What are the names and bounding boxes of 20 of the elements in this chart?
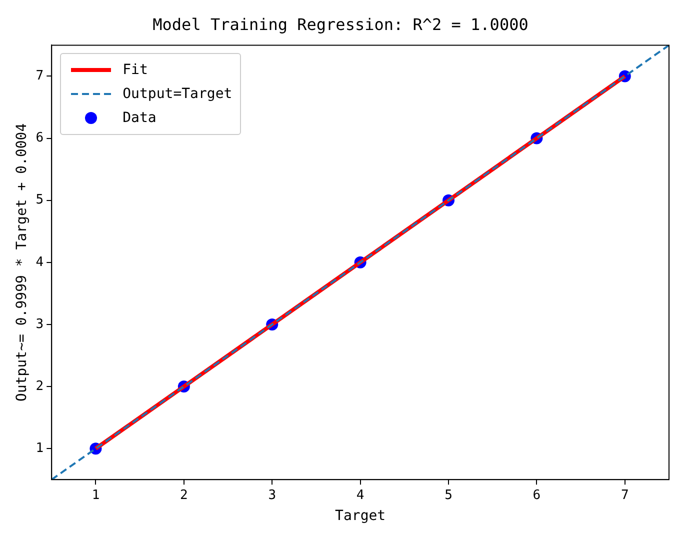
- y-tick-label: 4: [36, 254, 44, 270]
- y-tick-label: 6: [36, 130, 44, 146]
- x-tick-label: 5: [444, 488, 452, 503]
- x-tick-label: 6: [532, 488, 541, 503]
- chart-title: Model Training Regression: R^2 = 1.0000: [152, 14, 528, 34]
- y-axis-title: Output~= 0.9999 * Target + 0.0004: [14, 123, 30, 402]
- y-tick-label: 5: [36, 192, 44, 208]
- y-tick-label: 3: [36, 316, 44, 332]
- x-tick-label: 2: [180, 488, 188, 503]
- x-axis-title: Target: [335, 508, 386, 524]
- x-tick-label: 7: [620, 488, 629, 503]
- x-tick-label: 3: [268, 488, 276, 503]
- x-tick-label: 1: [92, 488, 100, 503]
- legend-label: Data: [122, 110, 156, 126]
- x-tick-label: 4: [356, 488, 364, 503]
- legend-label: Output=Target: [122, 86, 232, 102]
- legend-label: Fit: [122, 62, 148, 78]
- y-tick-label: 1: [36, 440, 44, 456]
- y-tick-label: 2: [36, 378, 44, 394]
- y-tick-label: 7: [36, 68, 44, 84]
